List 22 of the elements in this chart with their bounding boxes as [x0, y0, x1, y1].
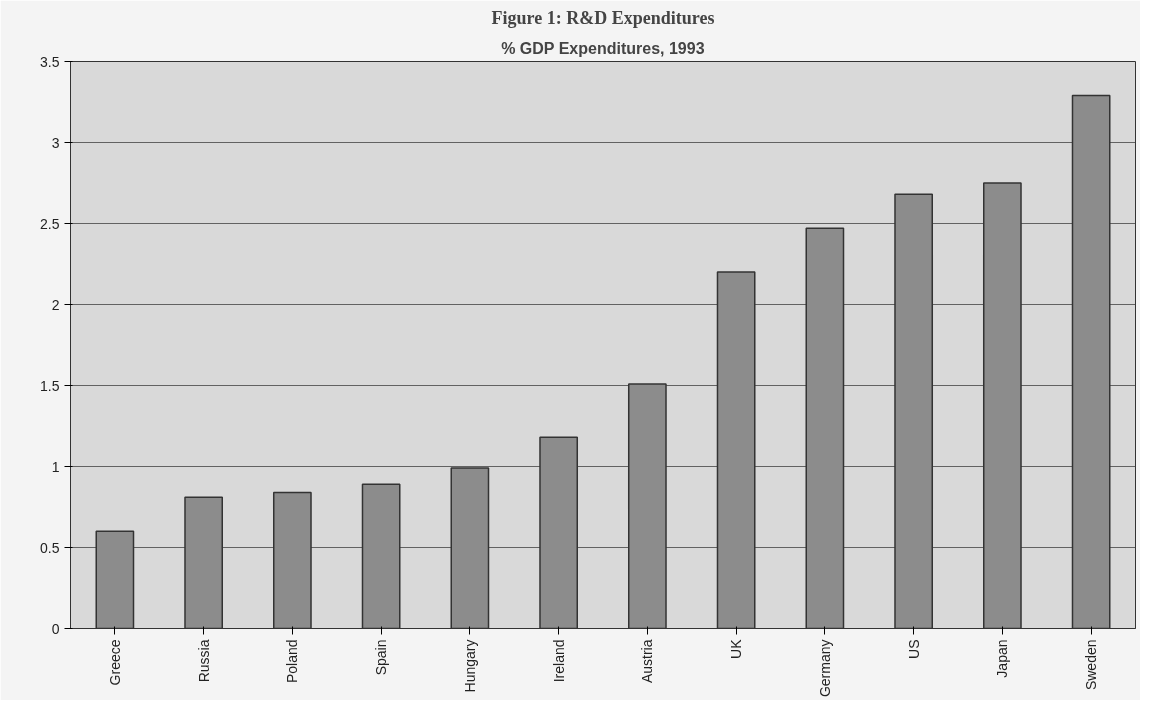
y-tick-label: 1.5 — [40, 377, 60, 394]
y-tick-label: 0 — [51, 620, 60, 637]
y-tick-label: 2 — [51, 296, 60, 313]
x-tick-label: Spain — [373, 639, 390, 676]
x-tick-label: Greece — [106, 639, 123, 686]
x-tick-label: Hungary — [461, 639, 478, 693]
chart-title: % GDP Expenditures, 1993 — [501, 39, 705, 57]
x-tick-label: Germany — [816, 639, 833, 698]
x-tick-label: Poland — [284, 639, 301, 684]
x-tick-label: Russia — [195, 639, 212, 683]
x-tick-label: Ireland — [550, 639, 567, 683]
x-tick-label: UK — [728, 638, 745, 659]
x-tick-label: Austria — [639, 639, 656, 684]
caption: Figure 1: R&D Expenditures — [491, 7, 715, 28]
y-tick-label: 3 — [51, 134, 60, 151]
y-tick-label: 1 — [51, 458, 60, 475]
y-tick-label: 3.5 — [40, 53, 60, 70]
x-tick-label: US — [905, 639, 922, 659]
x-tick-label: Japan — [994, 639, 1011, 678]
y-tick-label: 2.5 — [40, 215, 60, 232]
y-tick-label: 0.5 — [40, 539, 60, 556]
x-tick-label: Sweden — [1083, 639, 1100, 691]
